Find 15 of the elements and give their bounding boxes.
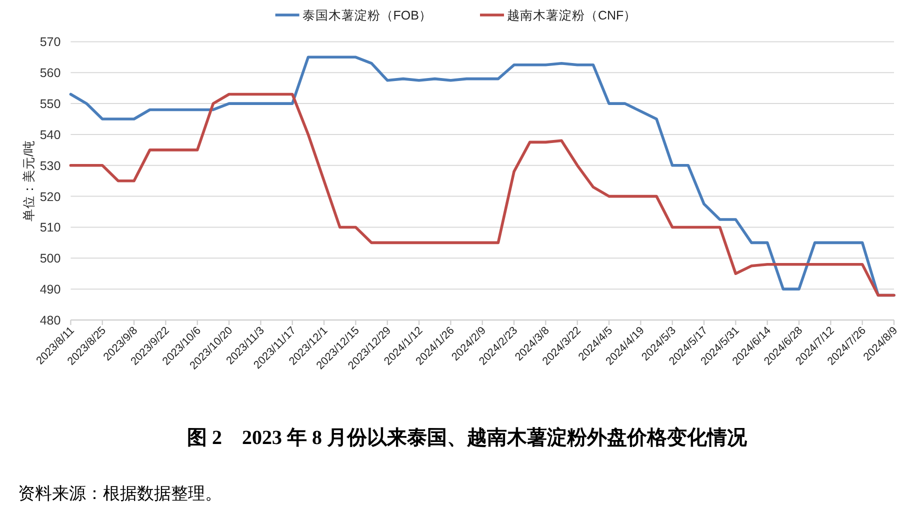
legend-label: 泰国木薯淀粉（FOB） <box>302 8 432 22</box>
y-tick-label: 490 <box>40 282 61 297</box>
y-tick-label: 560 <box>40 66 61 80</box>
y-tick-label: 550 <box>40 97 61 112</box>
y-tick-label: 520 <box>40 190 61 204</box>
y-tick-label: 570 <box>40 35 61 50</box>
y-tick-label: 540 <box>40 128 61 142</box>
title: 图 2 2023 年 8 月份以来泰国、越南木薯淀粉外盘价格变化情况 <box>187 427 747 449</box>
annotation: 资料来源：根据数据整理。 <box>18 484 222 503</box>
y-tick-label: 480 <box>40 314 61 328</box>
y-tick-label: 510 <box>40 220 61 235</box>
y-tick-label: 500 <box>40 252 61 266</box>
legend-label: 越南木薯淀粉（CNF） <box>507 8 637 22</box>
y-axis-title: 单位：美元/吨 <box>22 140 36 222</box>
y-tick-label: 530 <box>40 158 61 173</box>
